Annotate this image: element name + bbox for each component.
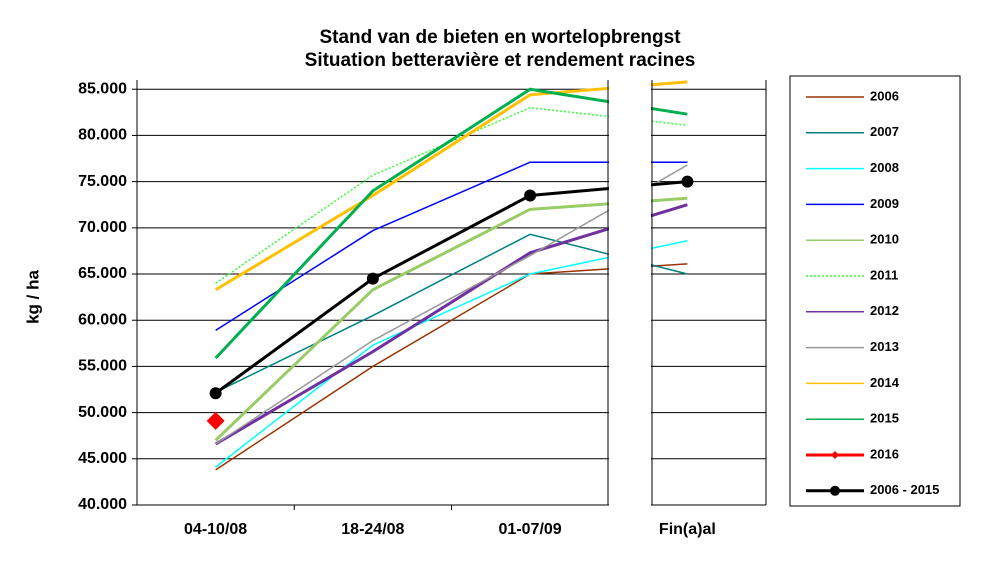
circle-marker — [366, 272, 379, 285]
legend-item: 2016 — [806, 446, 899, 461]
y-tick-label: 60.000 — [78, 311, 127, 328]
diamond-marker — [206, 411, 225, 430]
series-line — [215, 161, 688, 332]
legend-marker — [830, 485, 840, 496]
y-tick-label: 70.000 — [78, 219, 127, 236]
x-tick-label: 04-10/08 — [184, 521, 247, 538]
legend-item: 2013 — [806, 339, 899, 354]
legend-item: 2014 — [806, 375, 900, 390]
legend-label: 2010 — [870, 232, 899, 247]
legend-label: 2015 — [870, 411, 899, 426]
y-tick-label: 80.000 — [78, 127, 127, 144]
series-line — [215, 240, 688, 468]
series-line — [215, 263, 688, 471]
legend-item: 2006 - 2015 — [806, 482, 939, 497]
legend-item: 2012 — [806, 303, 899, 318]
circle-marker — [209, 387, 222, 400]
series-line — [214, 203, 688, 446]
circle-marker — [524, 189, 537, 202]
series-line — [214, 180, 688, 395]
legend-label: 2006 - 2015 — [870, 482, 939, 497]
series-line — [215, 164, 688, 445]
series-line — [214, 196, 688, 442]
axis-break — [609, 78, 651, 507]
series-line — [215, 233, 688, 393]
legend-label: 2011 — [870, 267, 898, 282]
legend-item: 2008 — [806, 160, 899, 175]
legend-box — [789, 75, 961, 507]
series-line — [214, 80, 688, 292]
legend-item: 2006 — [806, 88, 899, 103]
legend-label: 2008 — [870, 160, 899, 175]
legend-item: 2010 — [806, 232, 899, 247]
y-tick-label: 40.000 — [78, 496, 127, 513]
legend-label: 2007 — [870, 124, 899, 139]
legend-label: 2016 — [870, 446, 899, 461]
legend-label: 2014 — [870, 375, 900, 390]
y-tick-label: 55.000 — [78, 358, 127, 375]
y-tick-label: 45.000 — [78, 450, 127, 467]
y-axis-title: kg / ha — [23, 270, 42, 324]
x-tick-label: Fin(a)al — [659, 521, 716, 538]
y-tick-label: 65.000 — [78, 265, 127, 282]
x-tick-label: 18-24/08 — [341, 521, 404, 538]
series-line — [214, 87, 688, 360]
y-tick-label: 75.000 — [78, 173, 127, 190]
legend-label: 2012 — [870, 303, 899, 318]
legend-marker — [831, 451, 839, 459]
x-tick-label: 01-07/09 — [499, 521, 562, 538]
legend-label: 2009 — [870, 196, 899, 211]
legend-label: 2013 — [870, 339, 899, 354]
legend-item: 2007 — [806, 124, 899, 139]
y-tick-label: 85.000 — [78, 80, 127, 97]
y-tick-label: 50.000 — [78, 404, 127, 421]
legend-label: 2006 — [870, 88, 899, 103]
chart-title: Stand van de bieten en wortelopbrengst — [319, 27, 681, 48]
legend-item: 2011 — [806, 267, 898, 282]
legend-item: 2009 — [806, 196, 899, 211]
circle-marker — [681, 175, 694, 188]
chart-subtitle: Situation betteravière et rendement raci… — [305, 50, 696, 71]
legend-item: 2015 — [806, 411, 899, 426]
